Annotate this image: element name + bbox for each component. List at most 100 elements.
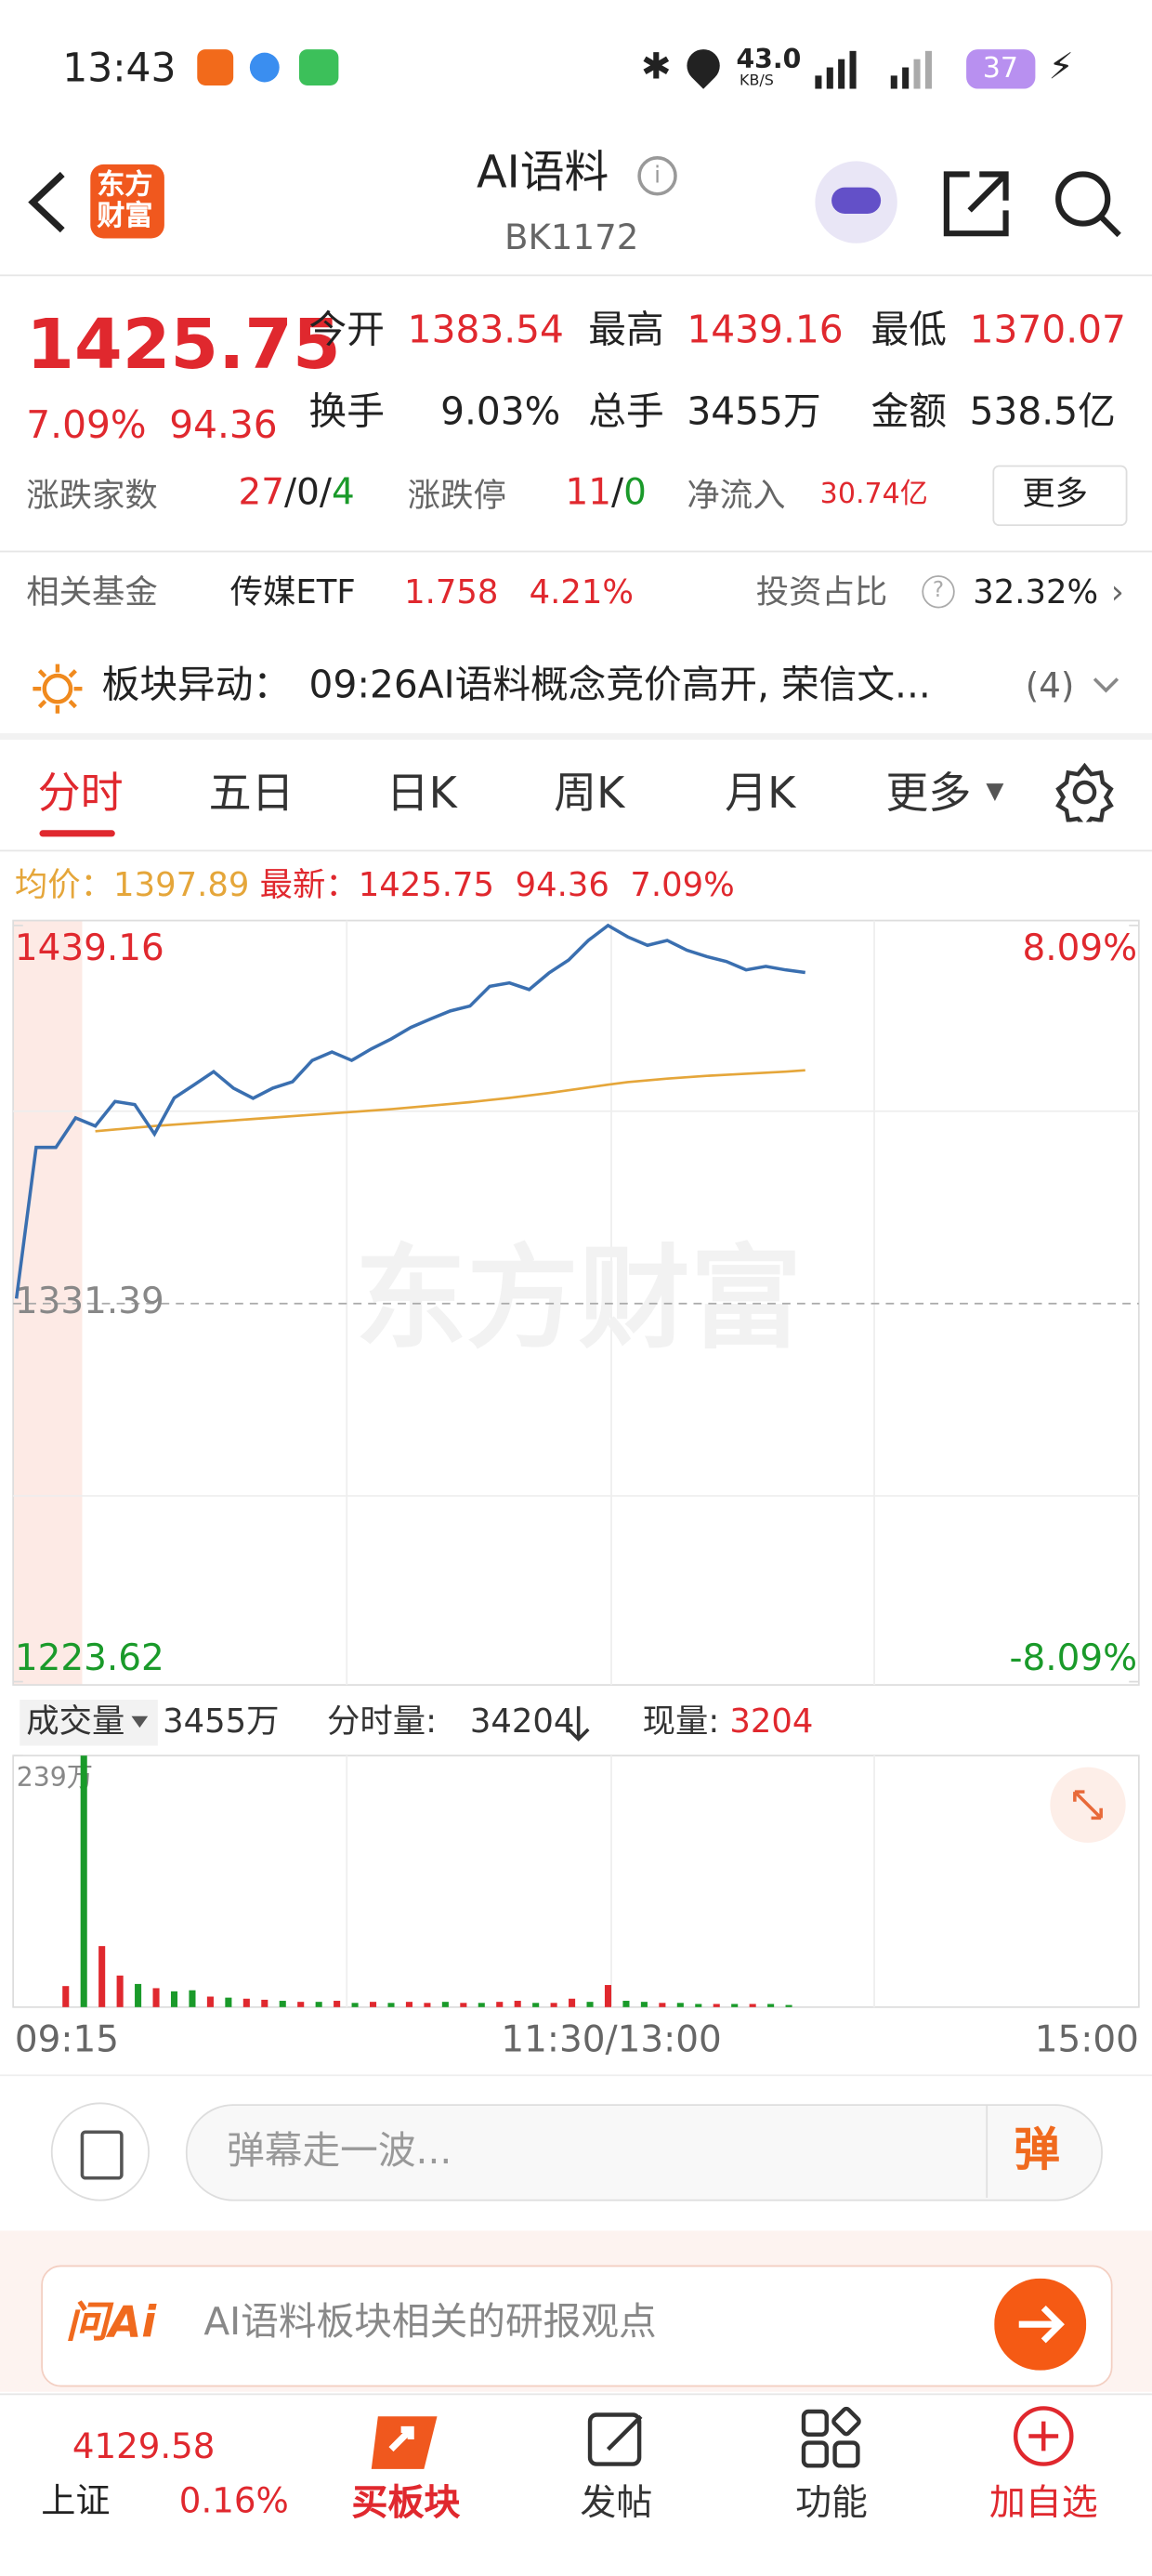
nav-item[interactable]: 加自选: [988, 2483, 1098, 2525]
divider: [0, 732, 1152, 741]
volume-bar: [80, 1755, 87, 2007]
avg-value: 1397.89: [113, 864, 250, 904]
net-speed: 43.0: [736, 43, 802, 75]
volume-bar: [334, 2001, 341, 2007]
more-button[interactable]: [992, 465, 1128, 527]
signal-icons: [815, 50, 932, 89]
volume-total: 3455万: [163, 1702, 279, 1741]
stat-value: 9.03%: [440, 391, 561, 435]
divider: [0, 2074, 1152, 2077]
volume-bar: [640, 2002, 648, 2007]
index-name: 上证: [41, 2480, 111, 2521]
divider: [0, 849, 1152, 852]
stat-value: 538.5亿: [969, 391, 1116, 435]
nav-icon: [801, 2406, 861, 2468]
alert-icon: [33, 664, 83, 714]
divider: [0, 2393, 1152, 2396]
volume-bar: [731, 2004, 739, 2007]
latest-label: 最新：: [259, 864, 359, 904]
page-title: AI语料: [476, 147, 609, 199]
latest-value: 1425.75: [358, 864, 495, 904]
volume-bar: [496, 2002, 504, 2007]
volume-bar: [676, 2003, 684, 2007]
x-tick-label: 11:30/13:00: [501, 2018, 721, 2060]
y-tick-label: 1439.16: [15, 927, 164, 969]
fund-name[interactable]: 传媒ETF: [229, 572, 356, 612]
current-volume: 3204: [729, 1702, 813, 1741]
alert-label: 板块异动：: [101, 664, 292, 707]
app-icon: [249, 52, 280, 83]
ask-ai-box[interactable]: [41, 2265, 1113, 2387]
divider: [0, 274, 1152, 277]
volume-bar: [586, 2002, 594, 2007]
help-icon[interactable]: ?: [922, 575, 955, 609]
volume-selector[interactable]: [20, 1700, 158, 1746]
tab[interactable]: 五日: [208, 769, 295, 820]
danmaku-settings[interactable]: [50, 2102, 150, 2201]
volume-bar: [351, 2003, 359, 2007]
index-value: 4129.58: [72, 2426, 216, 2467]
tab[interactable]: 分时: [37, 769, 124, 820]
stat-value: 1370.07: [969, 309, 1126, 352]
volume-bar: [532, 2003, 540, 2007]
volume-bar: [478, 2003, 485, 2007]
ratio-value: 32.32%: [973, 572, 1099, 612]
info-icon[interactable]: i: [637, 156, 677, 196]
ask-ai-text: AI语料板块相关的研报观点: [203, 2301, 657, 2345]
stat-label: 金额: [871, 391, 947, 435]
volume-bar: [189, 1990, 196, 2007]
volume-bar: [62, 1986, 70, 2007]
info-line: 均价：1397.89 最新：1425.75 94.36 7.09%: [15, 864, 735, 903]
logo-text: 东方: [97, 168, 153, 203]
assistant-icon[interactable]: [815, 161, 897, 243]
stat-value: 1439.16: [687, 309, 844, 352]
settings-button[interactable]: [1055, 762, 1115, 822]
avg-label: 均价：: [14, 864, 114, 904]
volume-bar: [695, 2004, 702, 2007]
inflow-label: 净流入: [687, 475, 786, 515]
volume-bar: [116, 1975, 124, 2007]
nav-item[interactable]: 发帖: [580, 2483, 653, 2525]
net-unit: KB/S: [740, 72, 774, 90]
volume-frame: [12, 1755, 1140, 2008]
share-button[interactable]: [940, 167, 1013, 240]
tab[interactable]: 周K: [554, 769, 625, 820]
status-time: 13:43: [62, 45, 177, 92]
danmaku-input[interactable]: [185, 2104, 1103, 2201]
tab[interactable]: 日K: [386, 769, 457, 820]
volume-bar: [785, 2004, 792, 2007]
volume-bar: [387, 2003, 395, 2007]
search-button[interactable]: [1052, 167, 1124, 240]
chart: 东方财富 成交量 3455万 分时量: 34204 现量: 3204 1223.…: [12, 919, 1140, 2060]
dropdown-arrow: [131, 1715, 149, 1728]
back-button[interactable]: [23, 167, 72, 236]
volume-bar: [261, 1999, 268, 2007]
app-icon: [298, 49, 339, 85]
nav-item[interactable]: 功能: [795, 2483, 868, 2525]
grid-decor: [346, 1755, 875, 2007]
volume-bar: [135, 1983, 142, 2007]
volume-bar: [514, 2001, 521, 2007]
tab-indicator: [39, 830, 115, 837]
nav-item[interactable]: 买板块: [351, 2483, 461, 2525]
tab[interactable]: 月K: [725, 769, 796, 820]
alert-text[interactable]: 09:26AI语料概念竞价高开, 荣信文...: [308, 664, 931, 707]
ask-ai-go[interactable]: [994, 2278, 1087, 2371]
charging-icon: ⚡: [1048, 46, 1074, 89]
inflow-value: 30.74亿: [819, 478, 928, 511]
change-pct: 7.09%: [26, 404, 147, 448]
volume-bar: [441, 2002, 449, 2007]
ask-ai-logo: 问Ai: [65, 2298, 157, 2348]
expand-chevron[interactable]: [1092, 674, 1121, 697]
tab[interactable]: 更多: [885, 769, 972, 820]
expand-icon: [1073, 1790, 1103, 1820]
volume-bar: [405, 2002, 412, 2007]
y2-tick-label: 8.09%: [1022, 927, 1137, 969]
nav-icon: [587, 2412, 643, 2466]
volume-bar: [569, 1998, 576, 2007]
divider: [0, 550, 1152, 553]
logo[interactable]: [90, 164, 164, 239]
last-price: 1425.75: [26, 303, 341, 385]
danmaku-button[interactable]: 弹: [1014, 2123, 1060, 2177]
change: 94.36: [169, 404, 278, 448]
